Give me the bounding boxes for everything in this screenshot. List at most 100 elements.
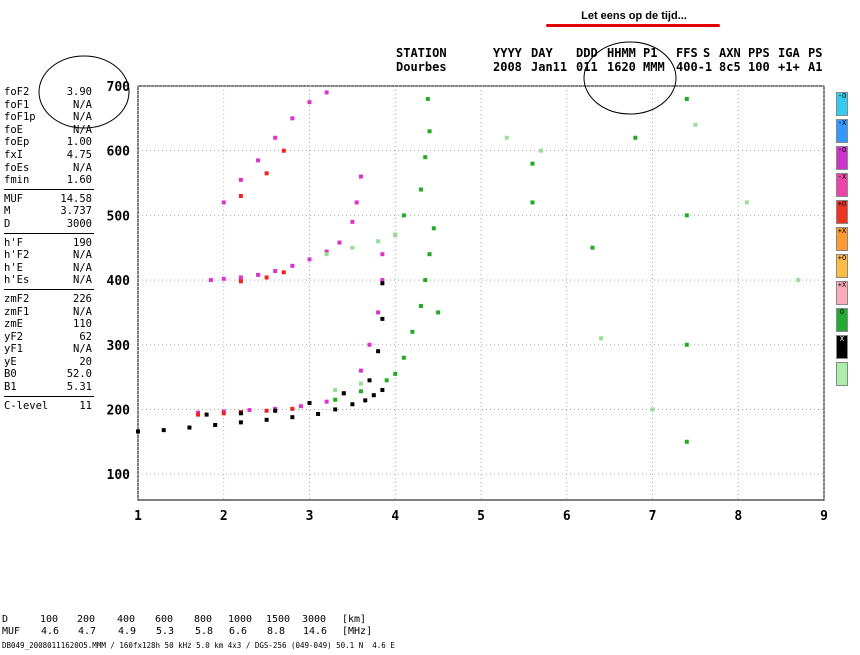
param-separator (4, 288, 94, 290)
data-point-lightgreen (796, 278, 801, 283)
data-point-lightgreen (599, 336, 604, 341)
x-tick-label: 6 (563, 509, 571, 524)
param-row: fmin 1.60 (4, 174, 94, 187)
param-value: N/A (73, 161, 92, 174)
data-point-lightgreen (376, 239, 381, 244)
param-label: B1 (4, 381, 17, 394)
y-tick-label: 100 (107, 468, 131, 483)
data-point-lightgreen (358, 381, 363, 386)
table-cell-muf: 4.9 (118, 626, 137, 637)
data-point-red (281, 148, 286, 153)
data-point-magenta (354, 200, 359, 205)
data-point-green (425, 96, 430, 101)
table-cell-distance: 3000 (302, 614, 327, 625)
param-separator (4, 232, 94, 234)
x-tick-label: 2 (220, 509, 228, 524)
data-point-magenta (324, 90, 329, 95)
legend-swatch: -O (836, 146, 848, 170)
data-point-magenta (358, 174, 363, 179)
footer-info: DB049_20080111620O5.MMM / 160fx128h 50 k… (2, 641, 395, 650)
param-row: yF2 62 (4, 331, 94, 344)
data-point-red (264, 275, 269, 280)
param-label: D (4, 217, 11, 230)
data-point-lightgreen (333, 388, 338, 393)
param-value: 5.31 (66, 381, 92, 394)
param-row: MUF 14.58 (4, 193, 94, 206)
x-tick-label: 5 (477, 509, 485, 524)
legend-swatch: O (836, 308, 848, 332)
data-point-magenta (367, 342, 372, 347)
y-tick-label: 500 (107, 209, 131, 224)
data-point-magenta (238, 275, 243, 280)
data-point-black (290, 415, 295, 420)
param-separator (4, 188, 94, 190)
polarization-legend: -O -X -O -X +O +X +O +X O X (836, 92, 848, 389)
legend-swatch: -X (836, 173, 848, 197)
annotation-text: Let eens op de tijd... (581, 10, 687, 22)
param-row: yF1 N/A (4, 343, 94, 356)
data-point-red (238, 193, 243, 198)
data-point-magenta (256, 272, 261, 277)
data-point-magenta (298, 404, 303, 409)
data-point-black (363, 398, 368, 403)
data-point-green (590, 245, 595, 250)
param-value: 52.0 (66, 368, 92, 381)
data-point-red (290, 406, 295, 411)
param-row: B1 5.31 (4, 381, 94, 394)
data-point-black (367, 378, 372, 383)
legend-swatch: +O (836, 254, 848, 278)
param-value: 1.60 (66, 174, 92, 187)
data-point-green (401, 355, 406, 360)
param-label: yF2 (4, 330, 23, 343)
table-cell-muf: 4.6 (41, 626, 60, 637)
table-cell-distance: 400 (117, 614, 136, 625)
data-point-black (333, 407, 338, 412)
param-row: foEs N/A (4, 162, 94, 175)
data-point-magenta (337, 240, 342, 245)
legend-swatch: X (836, 335, 848, 359)
param-value: 11 (79, 399, 92, 412)
data-point-green (684, 342, 689, 347)
param-label: yE (4, 355, 17, 368)
data-point-black (380, 316, 385, 321)
param-label: M (4, 205, 11, 218)
param-value: N/A (73, 249, 92, 262)
data-point-green (431, 226, 436, 231)
data-point-black (376, 349, 381, 354)
param-row: h'Es N/A (4, 274, 94, 287)
y-tick-label: 400 (107, 274, 131, 289)
data-point-black (204, 412, 209, 417)
data-point-black (161, 428, 166, 433)
x-tick-label: 1 (134, 509, 142, 524)
data-point-black (371, 393, 376, 398)
param-label: MUF (4, 192, 23, 205)
param-label: fmin (4, 174, 30, 187)
data-point-magenta (324, 249, 329, 254)
data-point-black (264, 417, 269, 422)
data-point-green (423, 278, 428, 283)
data-point-magenta (376, 310, 381, 315)
data-point-green (633, 135, 638, 140)
header-value-10: +1+ (778, 60, 800, 74)
param-value: 3000 (66, 217, 92, 230)
table-cell-distance: 1500 (266, 614, 291, 625)
param-row: h'F 190 (4, 237, 94, 250)
param-label: h'F (4, 236, 23, 249)
data-point-magenta (273, 135, 278, 140)
x-tick-label: 8 (734, 509, 742, 524)
data-point-magenta (208, 278, 213, 283)
param-label: h'Es (4, 274, 30, 287)
data-point-red (281, 270, 286, 275)
data-point-red (264, 408, 269, 413)
legend-swatch: +X (836, 281, 848, 305)
x-tick-label: 3 (306, 509, 314, 524)
param-row: h'E N/A (4, 262, 94, 275)
param-label: foEp (4, 136, 30, 149)
plot-frame (137, 85, 825, 501)
data-point-magenta (380, 252, 385, 257)
param-label: h'F2 (4, 249, 30, 262)
data-point-magenta (221, 276, 226, 281)
param-label: zmF2 (4, 292, 30, 305)
data-point-magenta (256, 158, 261, 163)
param-value: N/A (73, 343, 92, 356)
